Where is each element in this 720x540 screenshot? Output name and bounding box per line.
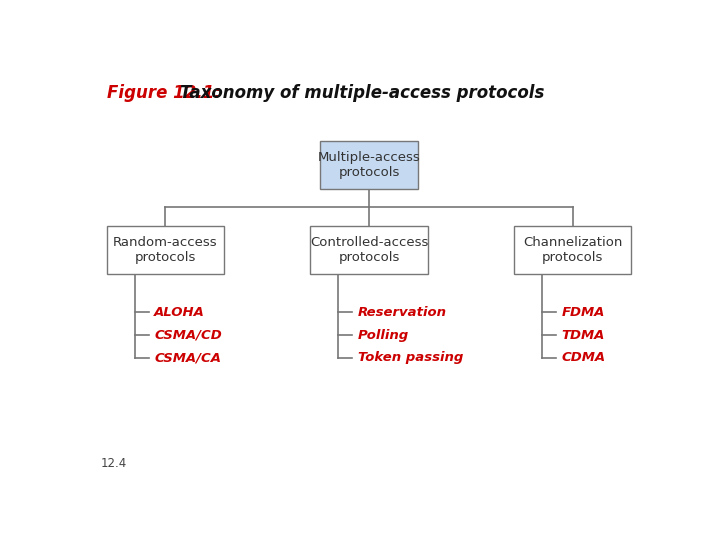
Text: Polling: Polling <box>358 328 409 342</box>
Text: 12.4: 12.4 <box>101 457 127 470</box>
Text: ALOHA: ALOHA <box>154 306 205 319</box>
Text: Taxonomy of multiple-access protocols: Taxonomy of multiple-access protocols <box>181 84 545 102</box>
FancyBboxPatch shape <box>107 226 224 274</box>
Text: Reservation: Reservation <box>358 306 447 319</box>
Text: Channelization
protocols: Channelization protocols <box>523 236 622 264</box>
Text: CSMA/CA: CSMA/CA <box>154 352 221 365</box>
Text: Figure 12.1:: Figure 12.1: <box>107 84 221 102</box>
Text: Random-access
protocols: Random-access protocols <box>113 236 217 264</box>
Text: Multiple-access
protocols: Multiple-access protocols <box>318 151 420 179</box>
Text: CSMA/CD: CSMA/CD <box>154 328 222 342</box>
Text: FDMA: FDMA <box>562 306 605 319</box>
Text: Token passing: Token passing <box>358 352 463 365</box>
Text: TDMA: TDMA <box>562 328 605 342</box>
FancyBboxPatch shape <box>320 141 418 188</box>
FancyBboxPatch shape <box>310 226 428 274</box>
FancyBboxPatch shape <box>514 226 631 274</box>
Text: Controlled-access
protocols: Controlled-access protocols <box>310 236 428 264</box>
Text: CDMA: CDMA <box>562 352 606 365</box>
